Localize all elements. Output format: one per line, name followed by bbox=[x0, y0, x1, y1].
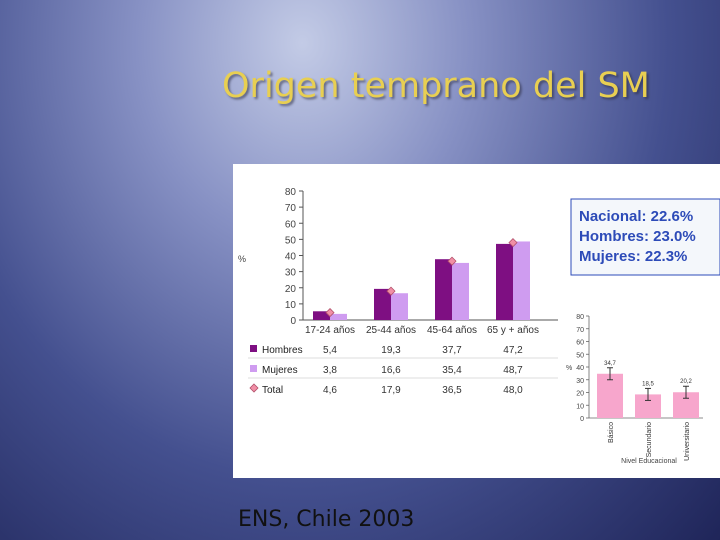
educ-y-tick-label: 30 bbox=[576, 378, 584, 385]
educ-x-tick-label: Básico bbox=[608, 422, 615, 443]
bar-hombres bbox=[313, 311, 330, 320]
educ-y-tick-label: 60 bbox=[576, 340, 584, 347]
summary-line: Mujeres: 22.3% bbox=[579, 248, 687, 265]
legend-swatch-hombres bbox=[250, 345, 257, 352]
total-marker bbox=[325, 308, 335, 318]
educ-data-label: 34,7 bbox=[604, 361, 616, 367]
data-label: 35,4 bbox=[442, 365, 462, 376]
x-tick-label: 25-44 años bbox=[366, 325, 416, 336]
data-label: 16,6 bbox=[381, 365, 401, 376]
educ-y-tick-label: 50 bbox=[576, 352, 584, 359]
y-tick-label: 60 bbox=[285, 219, 297, 230]
chart-svg: 0 10 20 30 40 50 60 70 80% 17-24 años 25-44 años 45… bbox=[238, 187, 720, 465]
total-marker bbox=[447, 256, 457, 266]
educ-x-tick-label: Secundario bbox=[646, 422, 653, 458]
summary-line: Hombres: 23.0% bbox=[579, 228, 696, 245]
age-chart-legend-table: Hombres 5,4 19,3 37,7 47,2 Mujeres 3,8 16,6 35,4… bbox=[248, 345, 558, 396]
legend-label: Hombres bbox=[262, 345, 303, 356]
educ-bar bbox=[635, 394, 661, 418]
slide-footer: ENS, Chile 2003 bbox=[238, 507, 415, 532]
summary-box: Nacional: 22.6% Hombres: 23.0% Mujeres: 22… bbox=[570, 198, 720, 276]
data-label: 17,9 bbox=[381, 385, 401, 396]
legend-label: Total bbox=[262, 385, 283, 396]
y-tick-label: 30 bbox=[285, 268, 297, 279]
educ-data-label: 20,2 bbox=[680, 379, 692, 385]
age-chart: 0 10 20 30 40 50 60 70 80% 17-24 años 25-44 años 45… bbox=[238, 187, 558, 336]
legend-swatch-total bbox=[249, 383, 259, 393]
education-chart: 0 10 20 30 40 50 60 70 80% 34,7 Básico 18,5 Secundar… bbox=[566, 314, 703, 465]
summary-box-frame bbox=[570, 198, 720, 276]
bar-mujeres bbox=[452, 262, 469, 320]
educ-y-tick-label: 40 bbox=[576, 365, 584, 372]
educ-y-tick-label: 10 bbox=[576, 403, 584, 410]
legend-label: Mujeres bbox=[262, 365, 298, 376]
x-tick-label: 65 y + años bbox=[487, 325, 539, 336]
bar-mujeres bbox=[513, 241, 530, 320]
data-label: 19,3 bbox=[381, 345, 401, 356]
slide-title: Origen temprano del SM bbox=[222, 66, 650, 106]
x-tick-label: 17-24 años bbox=[305, 325, 355, 336]
legend-swatch-mujeres bbox=[250, 365, 257, 372]
summary-line: Nacional: 22.6% bbox=[579, 208, 693, 225]
data-label: 48,7 bbox=[503, 365, 523, 376]
educ-y-tick-label: 80 bbox=[576, 314, 584, 321]
y-tick-label: 40 bbox=[285, 252, 297, 263]
y-tick-label: 70 bbox=[285, 203, 297, 214]
total-marker bbox=[386, 286, 396, 296]
y-tick-label: 0 bbox=[290, 316, 296, 327]
bar-mujeres bbox=[330, 313, 347, 320]
data-label: 36,5 bbox=[442, 385, 462, 396]
bar-mujeres bbox=[391, 293, 408, 320]
chart-panel: 0 10 20 30 40 50 60 70 80% 17-24 años 25-44 años 45… bbox=[233, 164, 720, 478]
x-tick-label: 45-64 años bbox=[427, 325, 477, 336]
y-tick-label: 10 bbox=[285, 300, 297, 311]
bar-hombres bbox=[374, 288, 391, 320]
bar-hombres bbox=[435, 259, 452, 320]
educ-x-axis-label: Nivel Educacional bbox=[621, 458, 677, 465]
educ-data-label: 18,5 bbox=[642, 381, 654, 387]
data-label: 37,7 bbox=[442, 345, 462, 356]
y-axis-label: % bbox=[238, 254, 246, 264]
y-tick-label: 80 bbox=[285, 187, 297, 198]
y-tick-label: 20 bbox=[285, 284, 297, 295]
total-marker bbox=[508, 238, 518, 248]
bar-hombres bbox=[496, 243, 513, 320]
educ-bar bbox=[597, 373, 623, 418]
y-tick-label: 50 bbox=[285, 235, 297, 246]
educ-y-tick-label: 70 bbox=[576, 327, 584, 334]
educ-x-tick-label: Universitario bbox=[684, 422, 691, 461]
educ-y-tick-label: 20 bbox=[576, 391, 584, 398]
data-label: 48,0 bbox=[503, 385, 523, 396]
educ-y-tick-label: 0 bbox=[580, 416, 584, 423]
data-label: 3,8 bbox=[323, 365, 337, 376]
data-label: 4,6 bbox=[323, 385, 337, 396]
data-label: 47,2 bbox=[503, 345, 523, 356]
data-label: 5,4 bbox=[323, 345, 337, 356]
educ-y-axis-label: % bbox=[566, 365, 572, 372]
